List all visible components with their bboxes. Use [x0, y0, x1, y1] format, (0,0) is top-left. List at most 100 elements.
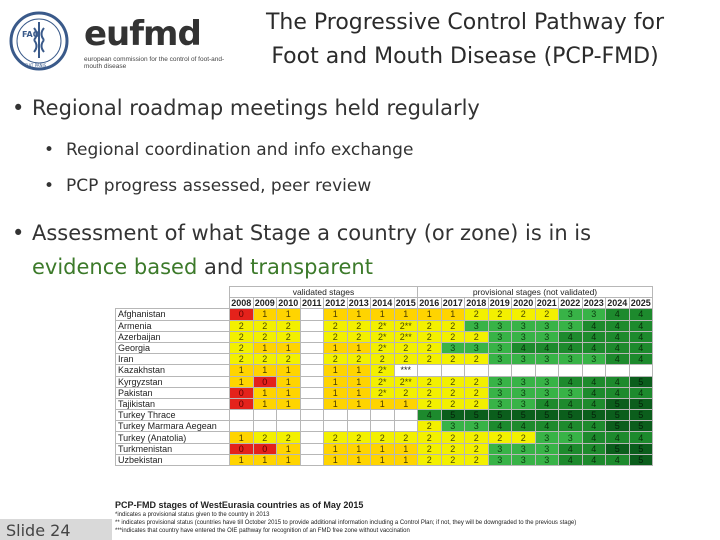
- stage-cell: 2: [252, 319, 277, 332]
- year-header: 2016: [417, 297, 442, 310]
- year-header: 2020: [511, 297, 536, 310]
- stage-cell: 1: [276, 453, 301, 467]
- stage-cell: 1: [276, 364, 301, 377]
- table-row: Turkmenistan 0 0 1 1 1 1 1 2 2 2 3 3 3 4 4 5 5: [115, 442, 653, 455]
- slide-title-line2: Foot and Mouth Disease (PCP-FMD): [271, 44, 659, 69]
- stage-cell: 5: [628, 442, 653, 455]
- stage-cell: 1: [393, 453, 418, 467]
- stage-cell: 3: [511, 353, 536, 366]
- stage-cell: 3: [464, 319, 489, 332]
- stage-cell: 2: [252, 330, 277, 343]
- stage-cell: 2: [417, 341, 442, 355]
- stage-cell: [299, 442, 324, 455]
- stage-cell: 3: [511, 319, 536, 332]
- transparent-text: transparent: [250, 255, 373, 279]
- provisional-stages-header: provisional stages (not validated): [417, 285, 653, 299]
- stage-cell: 2: [229, 341, 254, 355]
- stage-cell: 2: [323, 353, 348, 366]
- stage-cell: 4: [558, 341, 583, 355]
- stage-cell: 2: [346, 319, 371, 332]
- sub-bullet-text: Regional coordination and info exchange: [66, 140, 414, 160]
- stage-cell: 4: [581, 420, 606, 433]
- stage-cell: 5: [628, 409, 653, 422]
- table-row: Pakistan 0 1 1 1 1 2* 2 2 2 2 3 3 3 3 4 4 4: [115, 386, 653, 399]
- eufmd-wordmark: eufmd: [84, 14, 202, 54]
- table-row: Armenia 2 2 2 2 2 2* 2** 2 2 3 3 3 3 3 4 4 4: [115, 319, 653, 332]
- stage-cell: 2: [464, 431, 489, 444]
- country-name: Armenia: [115, 319, 230, 332]
- table-row: Uzbekistan 1 1 1 1 1 1 1 2 2 2 3 3 3 4 4 4 5: [115, 453, 653, 467]
- stage-cell: 5: [628, 375, 653, 388]
- stage-cell: 1: [229, 364, 254, 377]
- stage-cell: 2: [229, 353, 254, 366]
- stage-cell: 2: [464, 330, 489, 343]
- table-row: Georgia 2 1 1 1 1 2* 2 2 3 3 3 4 4 4 4 4 4: [115, 341, 653, 355]
- stage-cell: 1: [252, 453, 277, 467]
- notes-line: ***indicates that country have entered t…: [115, 528, 410, 534]
- stage-cell: 2*: [370, 386, 395, 399]
- stage-cell: 1: [229, 375, 254, 388]
- stage-cell: 2: [393, 386, 418, 399]
- country-name: Georgia: [115, 341, 230, 355]
- stage-cell: 2: [440, 330, 465, 343]
- stage-cell: 4: [628, 386, 653, 399]
- stage-cell: 1: [323, 386, 348, 399]
- stage-cell: 2: [440, 386, 465, 399]
- stage-cell: [299, 386, 324, 399]
- country-name: Turkey Thrace: [115, 409, 230, 422]
- stage-cell: 3: [440, 341, 465, 355]
- stage-cell: 4: [628, 319, 653, 332]
- stage-cell: 2: [511, 308, 536, 321]
- stage-cell: ***: [393, 364, 418, 377]
- stage-cell: [229, 420, 254, 433]
- stage-cell: 2: [417, 375, 442, 388]
- stage-cell: 2: [393, 431, 418, 444]
- stage-cell: [417, 364, 442, 377]
- stage-cell: 4: [558, 442, 583, 455]
- country-name: Kazakhstan: [115, 364, 230, 377]
- stage-cell: 2: [464, 353, 489, 366]
- stage-cell: 3: [487, 341, 512, 355]
- stage-cell: 2: [323, 330, 348, 343]
- eufmd-subtitle: european commission for the control of f…: [84, 56, 225, 70]
- stage-cell: 2: [417, 330, 442, 343]
- stage-cell: 2: [417, 386, 442, 399]
- stage-cell: 2: [440, 375, 465, 388]
- stage-cell: 3: [487, 453, 512, 467]
- stage-cell: 1: [393, 442, 418, 455]
- stage-cell: 1: [323, 364, 348, 377]
- country-name: Turkey (Anatolia): [115, 431, 230, 444]
- stage-cell: 5: [534, 409, 559, 422]
- stage-cell: 2: [534, 308, 559, 321]
- bullet-roadmap: • Regional roadmap meetings held regularl…: [12, 96, 480, 120]
- stage-cell: 3: [511, 375, 536, 388]
- stage-cell: 1: [276, 442, 301, 455]
- stage-cell: 1: [346, 397, 371, 411]
- stage-cell: 1: [440, 308, 465, 321]
- table-notes: PCP-FMD stages of WestEurasia countries …: [115, 500, 576, 535]
- stage-cell: 4: [581, 397, 606, 411]
- stage-cell: [276, 409, 301, 422]
- stage-cell: [558, 364, 583, 377]
- stage-cell: 0: [229, 308, 254, 321]
- stage-cell: 5: [605, 397, 630, 411]
- stage-cell: 2: [229, 319, 254, 332]
- stage-cell: [393, 409, 418, 422]
- stage-cell: 1: [346, 308, 371, 321]
- notes-line: *indicates a provisional status given to…: [115, 512, 270, 518]
- and-text: and: [197, 255, 251, 279]
- stage-cell: [252, 420, 277, 433]
- stage-cell: 3: [487, 353, 512, 366]
- stage-cell: 2: [370, 431, 395, 444]
- stage-cell: 4: [511, 420, 536, 433]
- stage-cell: 0: [252, 375, 277, 388]
- stage-cell: 1: [346, 442, 371, 455]
- stage-cell: 4: [581, 341, 606, 355]
- stage-cell: 4: [534, 341, 559, 355]
- stage-cell: 4: [558, 375, 583, 388]
- stage-cell: 4: [581, 330, 606, 343]
- stage-cell: [370, 420, 395, 433]
- stage-cell: [393, 420, 418, 433]
- stage-cell: [346, 409, 371, 422]
- table-year-header-row: 2008 2009 2010 2011 2012 2013 2014 2015 2016 2017…: [116, 297, 653, 310]
